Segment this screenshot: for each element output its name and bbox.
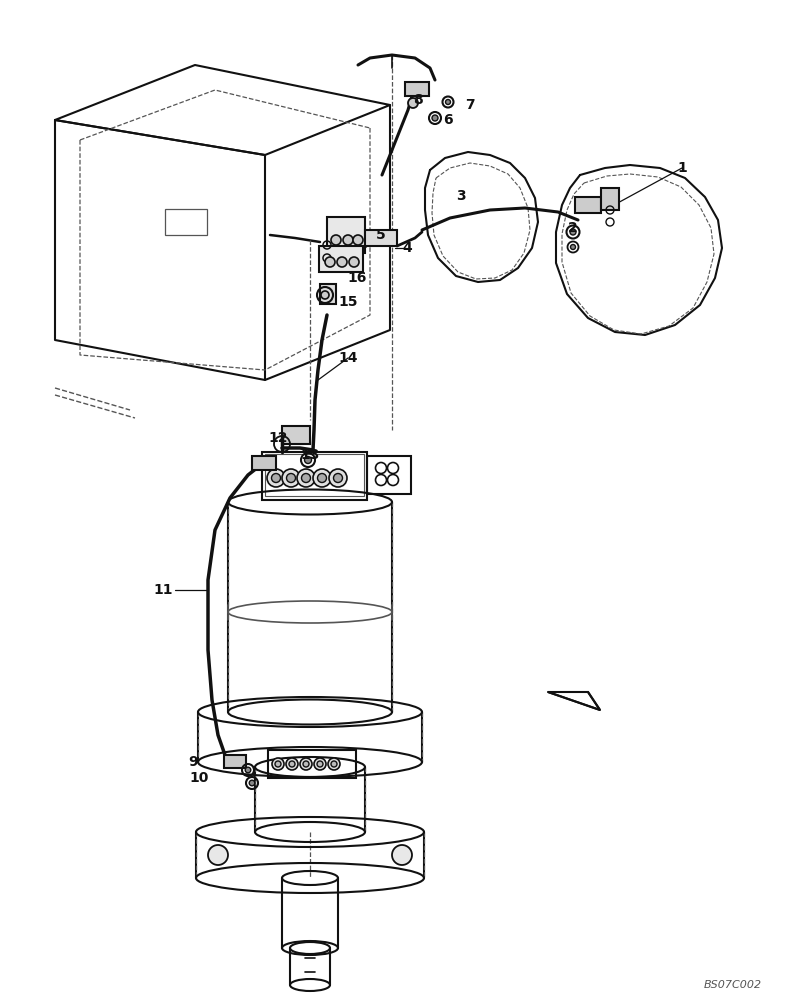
Bar <box>224 755 246 768</box>
Bar <box>264 454 363 496</box>
Circle shape <box>271 474 280 483</box>
Bar <box>281 426 310 444</box>
Circle shape <box>275 761 281 767</box>
Bar <box>600 188 618 210</box>
Text: 6: 6 <box>443 113 453 127</box>
Text: 14: 14 <box>338 351 358 365</box>
Circle shape <box>392 845 411 865</box>
Bar <box>574 197 600 213</box>
Text: 5: 5 <box>375 228 385 242</box>
Circle shape <box>328 758 340 770</box>
Circle shape <box>342 235 353 245</box>
Circle shape <box>320 291 328 299</box>
Bar <box>262 452 367 500</box>
Text: 13: 13 <box>300 448 320 462</box>
Circle shape <box>353 235 363 245</box>
Text: 11: 11 <box>153 583 173 597</box>
Circle shape <box>303 761 309 767</box>
Bar <box>405 82 428 96</box>
Text: 9: 9 <box>188 755 198 769</box>
Circle shape <box>328 469 346 487</box>
Circle shape <box>324 257 335 267</box>
Circle shape <box>317 474 326 483</box>
Text: 2: 2 <box>568 221 577 235</box>
Text: 8: 8 <box>413 93 423 107</box>
Circle shape <box>299 758 311 770</box>
Circle shape <box>281 469 299 487</box>
Bar <box>365 230 397 246</box>
Circle shape <box>331 235 341 245</box>
Circle shape <box>333 474 342 483</box>
Circle shape <box>249 780 255 786</box>
Circle shape <box>316 761 323 767</box>
Text: 7: 7 <box>465 98 474 112</box>
Circle shape <box>285 758 298 770</box>
Bar <box>319 246 363 272</box>
Circle shape <box>312 469 331 487</box>
Bar <box>327 217 365 253</box>
Circle shape <box>314 758 325 770</box>
Bar <box>320 284 336 304</box>
Circle shape <box>267 469 285 487</box>
Text: 16: 16 <box>347 271 367 285</box>
Circle shape <box>445 100 450 105</box>
Circle shape <box>331 761 337 767</box>
Text: 4: 4 <box>401 241 411 255</box>
Circle shape <box>289 761 294 767</box>
Circle shape <box>245 767 251 773</box>
Bar <box>367 456 410 494</box>
Circle shape <box>570 244 575 249</box>
Circle shape <box>286 474 295 483</box>
Text: 1: 1 <box>676 161 686 175</box>
Text: BS07C002: BS07C002 <box>703 980 761 990</box>
Circle shape <box>407 98 418 108</box>
Circle shape <box>208 845 228 865</box>
Circle shape <box>431 115 437 121</box>
Circle shape <box>349 257 358 267</box>
Text: 12: 12 <box>268 431 287 445</box>
Text: 10: 10 <box>189 771 208 785</box>
Circle shape <box>272 758 284 770</box>
Circle shape <box>337 257 346 267</box>
Circle shape <box>569 229 575 235</box>
Circle shape <box>297 469 315 487</box>
Text: 15: 15 <box>338 295 358 309</box>
Bar <box>268 750 355 778</box>
Circle shape <box>304 456 311 464</box>
Circle shape <box>301 474 310 483</box>
Text: 3: 3 <box>456 189 466 203</box>
Bar <box>251 456 276 470</box>
Bar <box>165 209 207 235</box>
